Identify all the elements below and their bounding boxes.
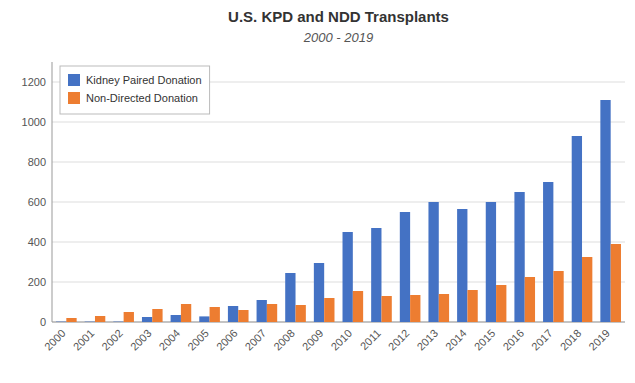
grid-line	[52, 282, 625, 283]
bar	[496, 285, 506, 322]
bar	[371, 228, 381, 322]
y-tick-label: 1000	[22, 116, 46, 128]
x-tick-label: 2001	[71, 327, 97, 353]
bar	[410, 295, 420, 322]
bar	[267, 304, 277, 322]
bar	[428, 202, 438, 322]
bar	[467, 290, 477, 322]
x-axis: 2000200120022003200420052006200720082009…	[42, 327, 612, 353]
bar	[439, 294, 449, 322]
bar	[457, 209, 467, 322]
bar	[543, 182, 553, 322]
grid-line	[52, 202, 625, 203]
bar	[113, 321, 123, 322]
x-tick-label: 2019	[586, 327, 612, 353]
legend-label: Non-Directed Donation	[86, 92, 198, 104]
bar	[66, 318, 76, 322]
bar	[181, 304, 191, 322]
bar	[353, 291, 363, 322]
y-axis: 0 200 400 600 800 1000 1200	[22, 62, 625, 328]
x-tick-label: 2010	[328, 327, 354, 353]
y-axis-line	[52, 62, 53, 322]
x-tick-label: 2017	[529, 327, 555, 353]
bar	[95, 316, 105, 322]
bar	[199, 316, 209, 322]
x-tick-label: 2008	[271, 327, 297, 353]
bar	[152, 309, 162, 322]
bar	[171, 315, 181, 322]
x-tick-label: 2013	[414, 327, 440, 353]
bar	[296, 305, 306, 322]
bar	[514, 192, 524, 322]
bar	[553, 271, 563, 322]
bar	[210, 307, 220, 322]
legend-box	[60, 66, 210, 114]
bar	[257, 300, 267, 322]
bar	[124, 312, 134, 322]
bar	[85, 321, 95, 322]
bar	[238, 310, 248, 322]
x-tick-label: 2009	[300, 327, 326, 353]
x-tick-label: 2002	[99, 327, 125, 353]
bar	[324, 298, 334, 322]
x-tick-label: 2005	[185, 327, 211, 353]
y-tick-label: 0	[40, 316, 46, 328]
bar	[56, 321, 66, 322]
chart: U.S. KPD and NDD Transplants 2000 - 2019 0…	[0, 0, 635, 383]
subtitle: 2000 - 2019	[303, 30, 373, 45]
y-tick-label: 600	[28, 196, 46, 208]
x-tick-label: 2000	[42, 327, 68, 353]
bar	[486, 202, 496, 322]
y-tick-label: 200	[28, 276, 46, 288]
title: U.S. KPD and NDD Transplants	[228, 8, 449, 25]
bar	[400, 212, 410, 322]
bar	[285, 273, 295, 322]
y-tick-label: 800	[28, 156, 46, 168]
bar	[228, 306, 238, 322]
x-tick-label: 2018	[558, 327, 584, 353]
legend-swatch	[68, 92, 80, 104]
grid-line	[52, 322, 625, 323]
legend: Kidney Paired Donation Non-Directed Donat…	[60, 66, 210, 114]
grid-line	[52, 122, 625, 123]
x-tick-label: 2011	[358, 327, 383, 352]
x-tick-label: 2004	[157, 327, 183, 353]
bar	[343, 232, 353, 322]
y-tick-label: 1200	[22, 76, 46, 88]
x-tick-label: 2007	[242, 327, 268, 353]
bar	[381, 296, 391, 322]
x-tick-label: 2012	[386, 327, 412, 353]
bar	[525, 277, 535, 322]
bar	[582, 257, 592, 322]
bar	[572, 136, 582, 322]
bar	[142, 317, 152, 322]
legend-label: Kidney Paired Donation	[86, 74, 202, 86]
legend-swatch	[68, 74, 80, 86]
x-tick-label: 2014	[443, 327, 469, 353]
bar	[611, 244, 621, 322]
y-tick-label: 400	[28, 236, 46, 248]
x-tick-label: 2003	[128, 327, 154, 353]
grid-line	[52, 162, 625, 163]
x-tick-label: 2016	[500, 327, 526, 353]
x-axis-line	[52, 322, 625, 323]
grid-line	[52, 242, 625, 243]
x-tick-label: 2015	[472, 327, 498, 353]
bars	[56, 100, 621, 322]
bar	[314, 263, 324, 322]
x-tick-label: 2006	[214, 327, 240, 353]
bar	[600, 100, 610, 322]
